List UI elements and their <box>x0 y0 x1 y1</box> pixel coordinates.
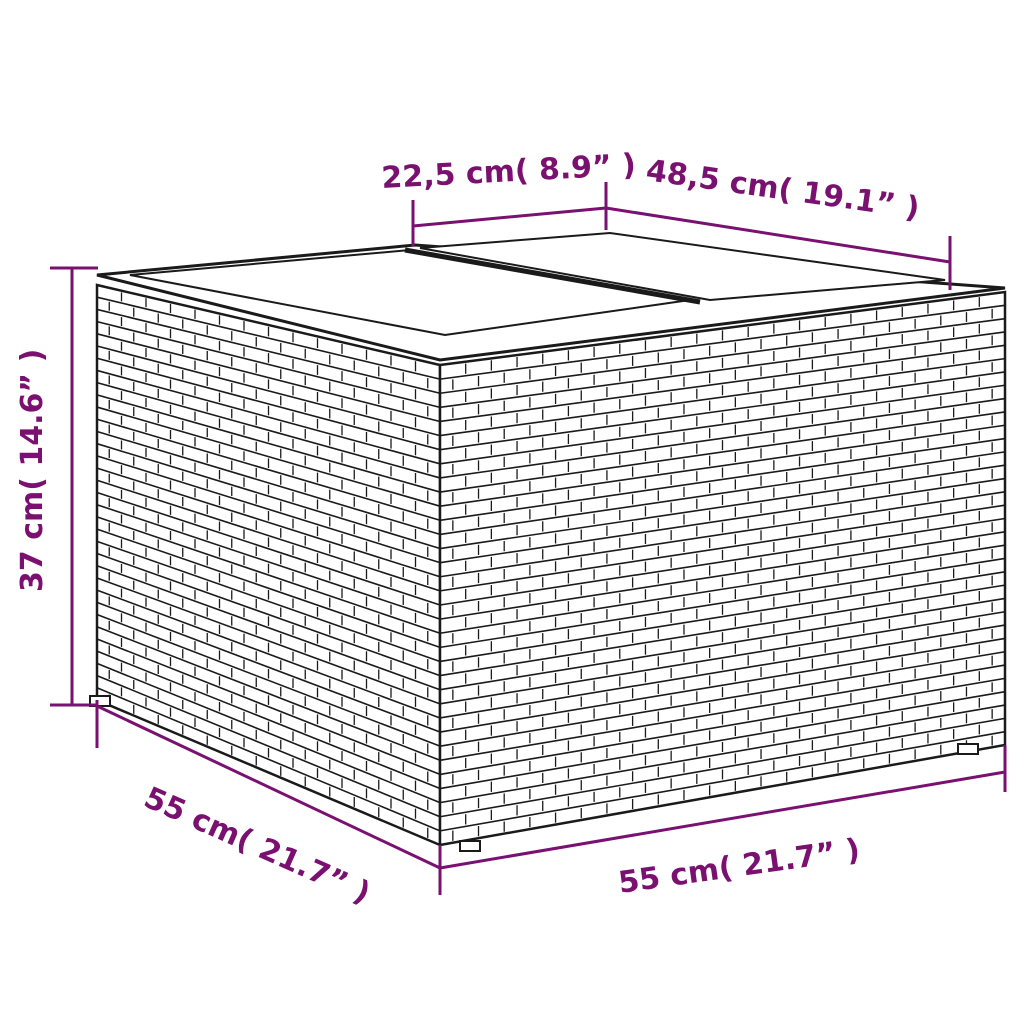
left-face-strand <box>96 613 441 747</box>
left-face-strand <box>96 564 441 691</box>
left-face-strand <box>96 626 441 762</box>
front-face-strand <box>439 717 1006 818</box>
left-face-strand <box>96 394 441 493</box>
front-face-strand <box>439 517 1006 606</box>
dim-top-half-line <box>412 206 607 228</box>
left-face-strand <box>96 491 441 606</box>
front-face-strand <box>439 637 1006 733</box>
foot <box>957 743 979 755</box>
left-face-strand <box>96 381 441 479</box>
front-face-strand <box>439 384 1006 465</box>
front-face-strand <box>439 304 1006 380</box>
left-face-strand <box>96 296 441 380</box>
left-face-strand <box>96 552 441 677</box>
front-face-strand <box>439 624 1006 719</box>
front-face-strand <box>439 664 1006 762</box>
dim-width-line <box>439 770 1006 870</box>
label-top-width: 48,5 cm( 19.1” ) <box>644 153 922 226</box>
front-face-strand <box>439 557 1006 649</box>
front-face-strand <box>439 424 1006 507</box>
left-face-strand <box>96 479 441 592</box>
dim-depth-line <box>96 704 441 870</box>
left-face-strand <box>96 418 441 522</box>
label-top-half: 22,5 cm( 8.9” ) <box>381 148 637 196</box>
left-face-strand <box>96 516 441 634</box>
front-face-strand <box>439 464 1006 550</box>
front-face-strand <box>439 477 1006 564</box>
left-face-strand <box>96 528 441 649</box>
front-face-strand <box>439 491 1006 578</box>
left-face-strand <box>96 503 441 620</box>
left-face-strand <box>96 687 441 832</box>
left-face-strand <box>96 455 441 564</box>
front-face-strand <box>439 531 1006 620</box>
front-face <box>438 290 1007 847</box>
front-face-strand <box>439 357 1006 437</box>
front-face-strand <box>439 677 1006 776</box>
left-face-strand <box>96 308 441 395</box>
front-face-strand <box>439 411 1006 493</box>
front-face-strand <box>439 451 1006 536</box>
lid-divider <box>404 247 701 305</box>
dimension-lines <box>50 182 1007 895</box>
front-face-strand <box>439 597 1006 691</box>
left-face-strand <box>96 589 441 719</box>
front-face-strand <box>439 610 1006 705</box>
front-face-strand <box>439 571 1006 663</box>
left-face-strand <box>96 601 441 733</box>
left-face-strand <box>96 406 441 507</box>
front-face-strand <box>439 690 1006 790</box>
rattan-box <box>89 231 1007 852</box>
glass-panel-right <box>419 231 946 302</box>
left-face-strand <box>96 345 441 437</box>
foot <box>459 840 481 852</box>
left-face-strand <box>96 699 441 846</box>
left-face-strand <box>96 369 441 465</box>
left-face-strand <box>96 650 441 790</box>
dim-top-width-line <box>605 206 951 264</box>
front-face-strand <box>439 650 1006 747</box>
front-face-strand <box>439 317 1006 395</box>
left-face-strand <box>96 467 441 578</box>
front-face-strand <box>439 344 1006 423</box>
front-face-strand <box>439 584 1006 677</box>
front-face-strand <box>439 331 1006 409</box>
left-face-strand <box>96 430 441 536</box>
front-face-strand <box>439 504 1006 592</box>
label-width: 55 cm( 21.7” ) <box>616 832 862 901</box>
left-face-strand <box>96 638 441 776</box>
label-height: 37 cm( 14.6” ) <box>15 349 50 592</box>
left-face-strand <box>96 674 441 818</box>
left-face-strand <box>96 357 441 451</box>
front-face-strand <box>439 744 1006 846</box>
left-face-strand <box>96 662 441 804</box>
left-face-strand <box>96 333 441 423</box>
front-face-strand <box>439 397 1006 479</box>
left-face-strand <box>96 577 441 705</box>
front-face-strand <box>439 437 1006 522</box>
front-face-strand <box>439 291 1006 366</box>
front-face-strand <box>439 371 1006 451</box>
front-face-strand <box>439 730 1006 832</box>
left-face-strand <box>96 540 441 663</box>
front-face-strand <box>439 704 1006 804</box>
left-face-strand <box>96 320 441 409</box>
left-face-strand <box>96 442 441 550</box>
left-face-strand <box>96 284 441 366</box>
front-face-strand <box>439 544 1006 635</box>
